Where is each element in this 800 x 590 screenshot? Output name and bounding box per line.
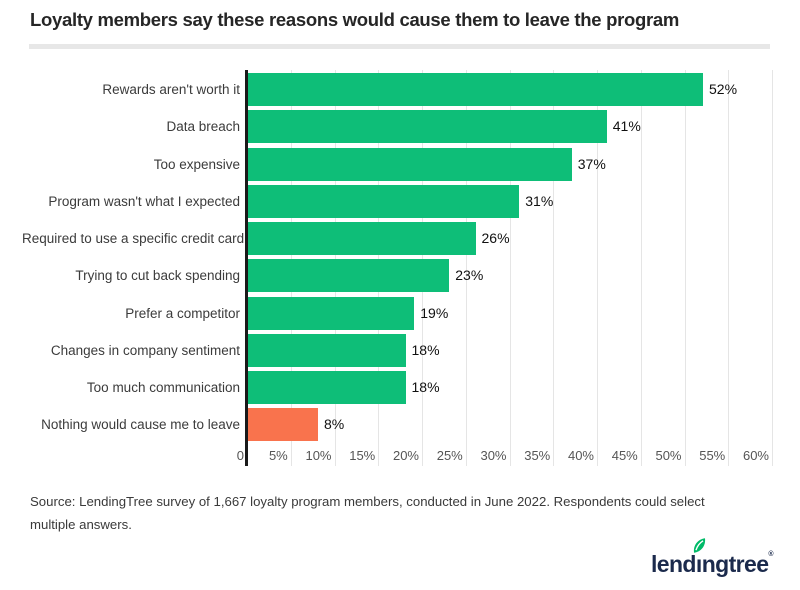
x-tick-label: 60% [742,448,769,463]
logo-text-before: lend [651,551,696,577]
logo-text-after: ngtree [701,551,769,577]
x-tick-label: 10% [305,448,332,463]
gridline [772,70,773,466]
value-label: 19% [420,304,449,321]
lendingtree-logo: lendı ngtree® [651,538,774,578]
source-note: Source: LendingTree survey of 1,667 loya… [30,494,705,532]
gridline [597,70,598,466]
value-label: 23% [455,267,484,284]
category-label: Program wasn't what I expected [48,193,240,209]
gridline [640,70,642,466]
value-label: 37% [577,155,606,172]
value-label: 31% [525,192,554,209]
value-label: 18% [411,379,440,395]
value-label: 18% [411,341,440,358]
category-label: Nothing would cause me to leave [41,417,240,433]
registered-mark: ® [768,551,773,558]
x-tick-label: 15% [349,448,376,463]
bar [248,73,703,106]
category-label: Trying to cut back spending [75,268,240,284]
category-label: Too expensive [153,156,240,172]
category-label: Rewards aren't worth it [102,82,240,97]
x-tick-label: 45% [611,448,638,463]
category-label: Too much communication [86,380,240,395]
category-label: Data breach [166,119,240,135]
value-label: 52% [709,81,738,97]
bar [248,333,406,367]
x-tick-label: 35% [524,448,551,463]
bar [248,408,318,442]
category-label: Changes in company sentiment [50,342,240,358]
chart-title: Loyalty members say these reasons would … [30,9,680,30]
gridline [684,70,686,466]
bar [248,259,450,293]
value-label: 26% [481,230,510,246]
x-tick-label: 5% [268,448,288,463]
x-tick-label: 55% [699,448,726,463]
bar [248,371,406,404]
bar [248,222,476,255]
value-label: 41% [612,118,641,135]
y-axis-line [245,70,248,466]
category-label: Prefer a competitor [125,305,240,321]
x-tick-label: 20% [392,448,419,463]
x-tick-label: 40% [567,448,594,463]
x-tick-label: 50% [655,448,682,463]
value-label: 8% [324,416,345,433]
bar [248,147,572,181]
x-tick-label: 0 [236,448,244,463]
leaf-icon [693,538,705,553]
title-divider [29,44,770,49]
gridline [553,70,555,466]
gridline [465,70,467,466]
bar [248,110,607,144]
x-tick-label: 25% [436,448,463,463]
bar [248,296,415,330]
x-tick-label: 30% [480,448,507,463]
bar [248,184,520,218]
gridline [728,70,730,466]
category-label: Required to use a specific credit card [22,231,245,246]
logo-dotless-i: ı [693,538,705,578]
gridline [509,70,511,466]
